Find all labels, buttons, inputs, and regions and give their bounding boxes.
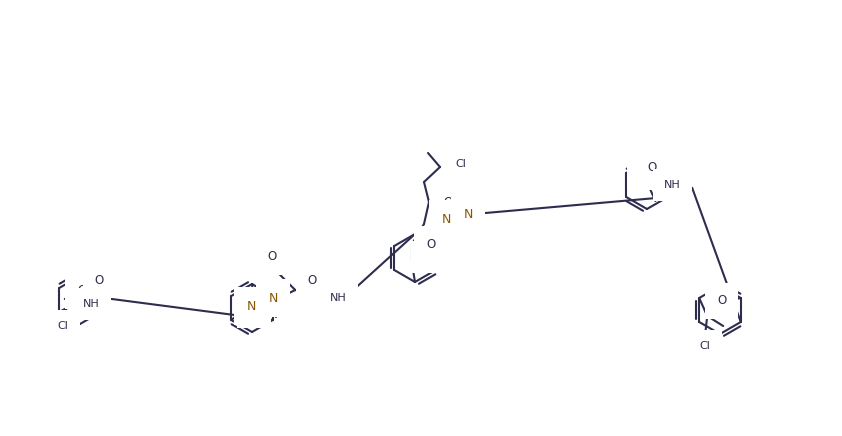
Text: NH: NH [664,180,681,190]
Text: O: O [77,285,87,297]
Text: Cl: Cl [455,159,466,169]
Text: O: O [307,273,317,286]
Text: O: O [443,195,452,208]
Text: O: O [647,160,657,174]
Text: Cl: Cl [248,307,259,317]
Text: O: O [426,238,435,251]
Text: N: N [269,292,278,304]
Text: Cl: Cl [700,341,711,351]
Text: Cl: Cl [638,169,649,179]
Text: O: O [717,294,727,307]
Text: N: N [247,300,256,313]
Text: NH: NH [83,299,100,309]
Text: N: N [441,212,450,225]
Text: O: O [268,251,277,263]
Text: N: N [463,208,472,221]
Text: O: O [94,273,104,286]
Text: NH: NH [330,293,347,303]
Text: Cl: Cl [57,321,68,331]
Text: NH: NH [422,252,439,262]
